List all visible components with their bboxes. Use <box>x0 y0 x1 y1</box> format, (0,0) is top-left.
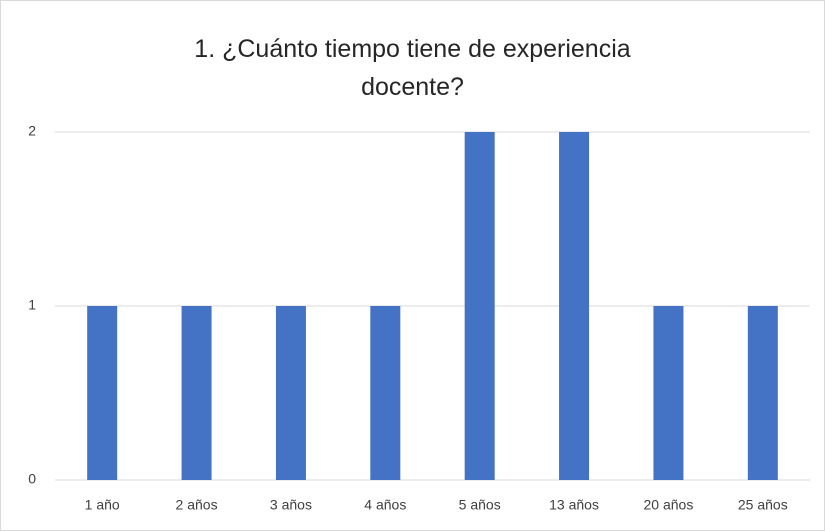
y-tick-label: 1 <box>28 297 36 313</box>
x-tick-label: 13 años <box>549 497 599 513</box>
y-tick-label: 0 <box>28 471 36 487</box>
x-tick-label: 25 años <box>738 497 788 513</box>
x-tick-label: 5 años <box>459 497 501 513</box>
bar <box>370 306 401 480</box>
x-tick-label: 20 años <box>644 497 694 513</box>
x-tick-label: 3 años <box>270 497 312 513</box>
chart-title: 1. ¿Cuánto tiempo tiene de experiencia d… <box>194 35 631 101</box>
bar <box>87 306 118 480</box>
bar <box>559 132 590 480</box>
bar <box>747 306 778 480</box>
bar <box>275 306 306 480</box>
bar <box>464 132 495 480</box>
bar <box>181 306 212 480</box>
x-tick-label: 1 año <box>85 497 120 513</box>
x-tick-label: 4 años <box>364 497 406 513</box>
bar <box>653 306 684 480</box>
x-tick-label: 2 años <box>176 497 218 513</box>
y-tick-label: 2 <box>28 123 36 139</box>
